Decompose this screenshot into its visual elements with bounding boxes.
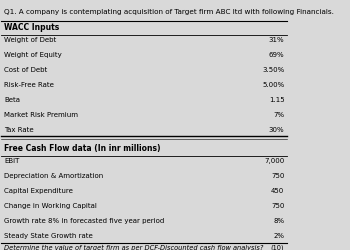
- Text: Market Risk Premium: Market Risk Premium: [4, 112, 78, 118]
- Text: 8%: 8%: [273, 218, 285, 224]
- Text: 5.00%: 5.00%: [262, 82, 285, 88]
- Text: 1.15: 1.15: [269, 97, 285, 103]
- Text: Depreciation & Amortization: Depreciation & Amortization: [4, 173, 104, 179]
- Text: WACC Inputs: WACC Inputs: [4, 23, 60, 32]
- Text: Weight of Debt: Weight of Debt: [4, 37, 56, 43]
- Text: 2%: 2%: [273, 233, 285, 239]
- Text: Q1. A company is contemplating acquisition of Target firm ABC ltd with following: Q1. A company is contemplating acquisiti…: [4, 9, 334, 15]
- Text: 31%: 31%: [269, 37, 285, 43]
- Text: Beta: Beta: [4, 97, 20, 103]
- Text: Determine the value of target firm as per DCF-Discounted cash flow analysis?: Determine the value of target firm as pe…: [4, 245, 264, 250]
- Text: EBIT: EBIT: [4, 158, 20, 164]
- Text: (10): (10): [271, 245, 285, 250]
- Text: 450: 450: [271, 188, 285, 194]
- Text: 7%: 7%: [273, 112, 285, 118]
- Text: 69%: 69%: [269, 52, 285, 58]
- Text: 30%: 30%: [269, 126, 285, 132]
- Text: Steady State Growth rate: Steady State Growth rate: [4, 233, 93, 239]
- Text: 7,000: 7,000: [264, 158, 285, 164]
- Text: Weight of Equity: Weight of Equity: [4, 52, 62, 58]
- Text: Capital Expenditure: Capital Expenditure: [4, 188, 73, 194]
- Text: 3.50%: 3.50%: [262, 67, 285, 73]
- Text: Free Cash Flow data (In inr millions): Free Cash Flow data (In inr millions): [4, 144, 161, 153]
- Text: Tax Rate: Tax Rate: [4, 126, 34, 132]
- Text: Cost of Debt: Cost of Debt: [4, 67, 48, 73]
- Text: Change in Working Capital: Change in Working Capital: [4, 203, 97, 209]
- Text: 750: 750: [271, 173, 285, 179]
- Text: Growth rate 8% in forecasted five year period: Growth rate 8% in forecasted five year p…: [4, 218, 164, 224]
- Text: Risk-Free Rate: Risk-Free Rate: [4, 82, 54, 88]
- Text: 750: 750: [271, 203, 285, 209]
